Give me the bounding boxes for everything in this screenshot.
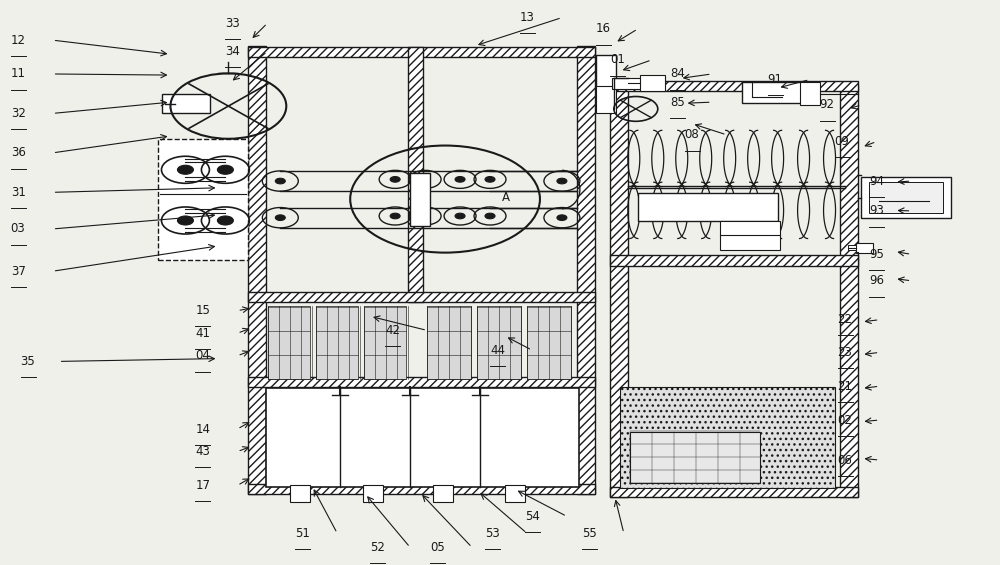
- Bar: [861, 177, 951, 218]
- Bar: [856, 243, 873, 253]
- Circle shape: [485, 176, 495, 182]
- Text: 21: 21: [838, 380, 853, 393]
- Text: 94: 94: [869, 175, 884, 188]
- Bar: [610, 81, 858, 91]
- Bar: [158, 139, 248, 260]
- Bar: [477, 306, 521, 380]
- Text: 04: 04: [195, 349, 210, 362]
- Text: 42: 42: [385, 324, 400, 337]
- Text: 84: 84: [670, 67, 685, 80]
- Bar: [610, 255, 858, 266]
- Bar: [290, 485, 310, 502]
- Text: 44: 44: [490, 344, 505, 357]
- Circle shape: [275, 215, 285, 220]
- Bar: [612, 78, 650, 89]
- Circle shape: [177, 216, 193, 225]
- Bar: [742, 82, 804, 103]
- Text: 96: 96: [869, 275, 884, 288]
- Text: 33: 33: [225, 17, 240, 30]
- Bar: [248, 46, 266, 494]
- Bar: [433, 485, 453, 502]
- Text: 13: 13: [520, 11, 535, 24]
- Bar: [248, 377, 595, 387]
- Text: 95: 95: [869, 248, 884, 261]
- Text: 92: 92: [820, 98, 835, 111]
- Circle shape: [557, 215, 567, 220]
- Bar: [577, 46, 595, 494]
- Text: 85: 85: [670, 95, 685, 108]
- Bar: [527, 306, 571, 380]
- Circle shape: [390, 176, 400, 182]
- Text: 43: 43: [195, 445, 210, 458]
- Bar: [800, 82, 820, 105]
- Text: 09: 09: [835, 135, 849, 148]
- Text: 05: 05: [430, 541, 445, 554]
- Text: 11: 11: [11, 67, 26, 80]
- Text: 16: 16: [596, 23, 611, 36]
- Text: 36: 36: [11, 146, 26, 159]
- Circle shape: [557, 178, 567, 184]
- Bar: [248, 292, 595, 302]
- Circle shape: [455, 213, 465, 219]
- Text: 08: 08: [685, 128, 699, 141]
- Circle shape: [217, 166, 233, 174]
- Text: 93: 93: [869, 205, 884, 218]
- Text: 53: 53: [485, 527, 500, 540]
- Text: 17: 17: [195, 479, 210, 492]
- Bar: [408, 47, 423, 302]
- Bar: [638, 193, 778, 220]
- Bar: [720, 220, 780, 250]
- Text: 03: 03: [11, 223, 25, 236]
- Text: 55: 55: [582, 527, 597, 540]
- Bar: [162, 94, 210, 114]
- Text: 41: 41: [195, 327, 210, 340]
- Circle shape: [275, 178, 285, 184]
- Bar: [268, 306, 310, 380]
- Bar: [596, 55, 616, 88]
- Text: 06: 06: [838, 454, 852, 467]
- Bar: [363, 485, 383, 502]
- Text: 02: 02: [838, 414, 852, 427]
- Text: 52: 52: [370, 541, 385, 554]
- Text: 51: 51: [295, 527, 310, 540]
- Text: 01: 01: [610, 53, 625, 66]
- Bar: [840, 85, 858, 497]
- Text: 15: 15: [195, 304, 210, 317]
- Circle shape: [390, 213, 400, 219]
- Bar: [505, 485, 525, 502]
- Bar: [316, 306, 358, 380]
- Bar: [248, 484, 595, 494]
- Text: 34: 34: [225, 45, 240, 58]
- Text: 32: 32: [11, 107, 26, 120]
- Text: 91: 91: [768, 73, 783, 86]
- Bar: [848, 245, 856, 250]
- Text: 22: 22: [838, 313, 853, 326]
- Bar: [596, 86, 616, 114]
- Bar: [410, 172, 430, 226]
- Circle shape: [455, 176, 465, 182]
- Text: A: A: [502, 192, 510, 205]
- Bar: [610, 486, 858, 497]
- Circle shape: [420, 176, 430, 182]
- Bar: [248, 47, 595, 57]
- Circle shape: [177, 166, 193, 174]
- Bar: [630, 432, 760, 483]
- Circle shape: [420, 213, 430, 219]
- Circle shape: [485, 213, 495, 219]
- Bar: [640, 75, 665, 91]
- Circle shape: [217, 216, 233, 225]
- Text: 23: 23: [838, 346, 852, 359]
- Bar: [427, 306, 471, 380]
- Bar: [620, 387, 835, 488]
- Bar: [266, 388, 579, 486]
- Text: 31: 31: [11, 186, 26, 199]
- Bar: [610, 85, 628, 497]
- Text: 54: 54: [525, 510, 540, 523]
- Bar: [364, 306, 406, 380]
- Text: 14: 14: [195, 423, 210, 436]
- Bar: [869, 181, 943, 213]
- Text: 35: 35: [21, 355, 35, 368]
- Text: 37: 37: [11, 265, 26, 278]
- Text: 12: 12: [11, 34, 26, 47]
